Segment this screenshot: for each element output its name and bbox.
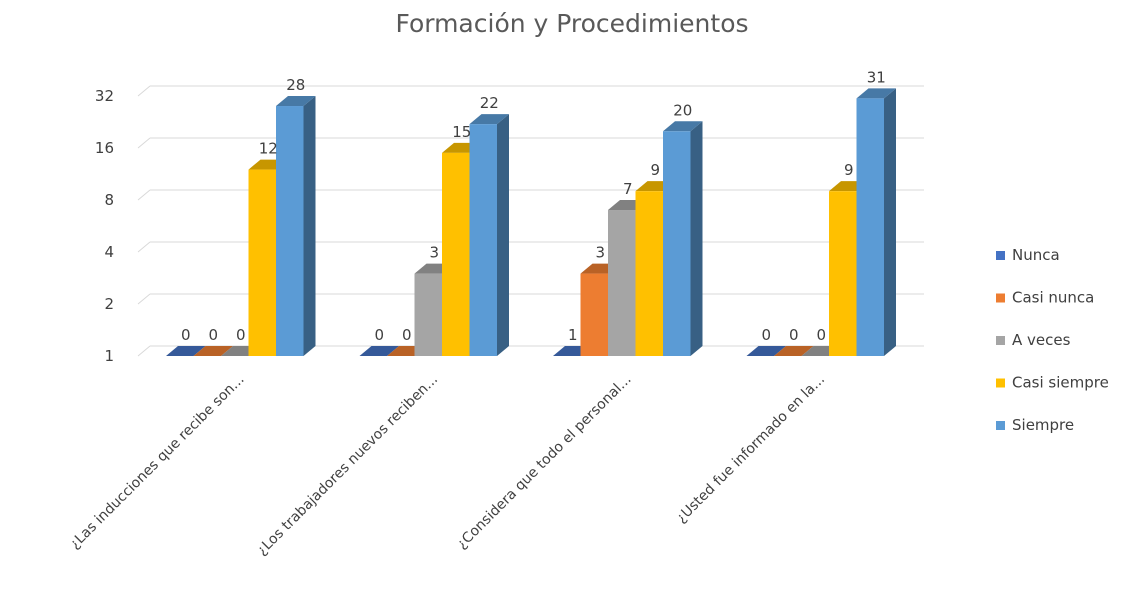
bar-top [193,346,233,356]
bar [774,346,814,356]
legend-label: Casi siempre [1012,374,1109,392]
gridline-depth [137,345,151,357]
data-label: 28 [286,76,305,94]
legend-swatch [996,251,1005,260]
bar-top [359,346,399,356]
gridline-depth [137,85,151,97]
bar-front [442,152,470,356]
bar-top [663,121,703,132]
y-tick-label: 8 [104,191,114,209]
bar [193,346,233,356]
legend-swatch [996,421,1005,430]
data-label: 9 [650,161,660,179]
bar-top [469,114,509,125]
chart-title: Formación y Procedimientos [395,9,748,38]
legend-item: Nunca [996,246,1060,264]
data-label: 0 [208,326,218,344]
category-label: ¿Las inducciones que recibe son... [67,372,248,553]
data-label: 0 [181,326,191,344]
y-axis-ticks: 1 2 4 8 16 32 [95,87,114,365]
gridline-depth [137,241,151,253]
category-labels: ¿Las inducciones que recibe son... ¿Los t… [67,372,828,559]
bar-front [635,191,663,356]
category-label: ¿Considera que todo el personal... [454,372,635,553]
bar-side [497,114,509,356]
legend-swatch [996,378,1005,388]
data-label: 0 [816,326,826,344]
bar [359,346,399,356]
bar-side [884,88,896,357]
bar-top [856,88,896,99]
bars [166,88,896,357]
legend-item: Casi siempre [996,374,1109,392]
gridline-depth [137,189,151,201]
data-label: 0 [789,326,799,344]
category-label: ¿Usted fue informado en la... [673,372,828,527]
y-tick-label: 2 [104,295,114,313]
gridline-depth [137,293,151,305]
bar-side [690,121,703,357]
y-tick-label: 1 [104,347,114,365]
data-label: 22 [480,94,499,112]
bar-front [608,210,636,356]
bar-front [469,124,497,356]
y-tick-label: 4 [104,243,114,261]
data-label: 0 [761,326,771,344]
data-label: 3 [595,244,605,262]
bar-top [276,96,316,107]
bar-front [276,106,304,356]
data-label: 20 [673,101,692,119]
y-tick-label: 16 [95,139,114,157]
bar [856,88,896,357]
legend-label: Nunca [1012,246,1060,264]
bar-front [248,169,276,356]
bar-front [829,191,857,356]
bar-front [856,98,884,357]
bar-front [663,131,691,356]
data-label: 12 [259,140,278,158]
data-label: 7 [623,180,633,198]
legend: Nunca Casi nunca A veces Casi siempre Siempr… [996,246,1109,434]
data-label: 15 [452,123,471,141]
data-label: 0 [374,326,384,344]
bar [663,121,703,357]
legend-item: A veces [996,331,1071,349]
bar-top [166,346,206,356]
bar [276,96,316,356]
data-label: 0 [236,326,246,344]
legend-label: Casi nunca [1012,289,1094,307]
data-label: 31 [867,68,886,86]
gridline-depth [137,137,151,149]
bar-top [774,346,814,356]
data-label: 0 [402,326,412,344]
data-label: 3 [429,244,439,262]
bar [166,346,206,356]
bar [746,346,786,356]
data-label: 9 [844,161,854,179]
bar-top [746,346,786,356]
legend-label: Siempre [1012,416,1074,434]
bar-side [303,96,316,356]
category-label: ¿Los trabajadores nuevos reciben... [254,372,441,559]
legend-swatch [996,293,1005,303]
data-label: 1 [568,326,578,344]
bar [469,114,509,356]
legend-label: A veces [1012,331,1071,349]
bar-front [414,273,442,356]
legend-item: Casi nunca [996,289,1094,307]
legend-swatch [996,336,1005,345]
legend-item: Siempre [996,416,1074,434]
bar-front [580,273,608,356]
y-tick-label: 32 [95,87,114,105]
